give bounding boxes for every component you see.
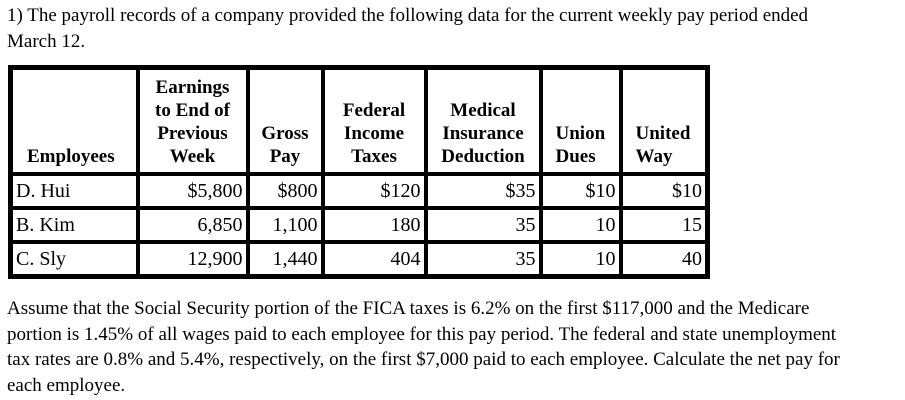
header-line: Dues xyxy=(555,146,596,167)
header-earnings-to-end-of-previous-week: Earnings to End of Previous Week xyxy=(135,65,250,176)
header-line: Income xyxy=(343,123,405,144)
gross-pay-cell: 1,100 xyxy=(245,206,325,244)
federal-income-taxes-cell: 180 xyxy=(320,206,428,244)
header-line: Earnings xyxy=(155,77,230,98)
earnings-cell: 6,850 xyxy=(135,206,250,244)
header-line: Employees xyxy=(27,146,115,167)
header-line: Taxes xyxy=(351,146,397,167)
header-medical-insurance-deduction: Medical Insurance Deduction xyxy=(423,65,543,176)
text-line: Assume that the Social Security portion … xyxy=(7,298,810,319)
header-row: Employees Earnings to End of Previous We… xyxy=(8,65,710,176)
problem-statement: 1) The payroll records of a company prov… xyxy=(7,3,808,54)
medical-insurance-cell: $35 xyxy=(423,172,543,210)
header-line: Union xyxy=(555,123,606,144)
header-line: Previous xyxy=(157,123,228,144)
gross-pay-cell: 1,440 xyxy=(245,240,325,279)
header-union-dues: Union Dues xyxy=(538,65,623,176)
union-dues-cell: $10 xyxy=(538,172,623,210)
header-gross-pay: Gross Pay xyxy=(245,65,325,176)
header-united-way: United Way xyxy=(618,65,710,176)
text-line: March 12. xyxy=(7,30,86,52)
text-line: 1) The payroll records of a company prov… xyxy=(7,5,809,26)
united-way-cell: 40 xyxy=(618,240,710,279)
employee-name-cell: C. Sly xyxy=(8,240,140,279)
header-line: Federal xyxy=(342,100,406,121)
header-line: Week xyxy=(169,146,216,167)
federal-income-taxes-cell: 404 xyxy=(320,240,428,279)
table-row: C. Sly 12,900 1,440 404 35 10 40 xyxy=(8,240,710,279)
payroll-table: Employees Earnings to End of Previous We… xyxy=(8,65,710,279)
medical-insurance-cell: 35 xyxy=(423,240,543,279)
employee-name-cell: B. Kim xyxy=(8,206,140,244)
text-line: tax rates are 0.8% and 5.4%, respectivel… xyxy=(7,349,840,370)
union-dues-cell: 10 xyxy=(538,206,623,244)
earnings-cell: 12,900 xyxy=(135,240,250,279)
header-line: Medical xyxy=(450,100,516,121)
earnings-cell: $5,800 xyxy=(135,172,250,210)
header-line: Way xyxy=(635,146,673,167)
medical-insurance-cell: 35 xyxy=(423,206,543,244)
employee-name-cell: D. Hui xyxy=(8,172,140,210)
header-line: Pay xyxy=(269,146,301,167)
header-employees: Employees xyxy=(8,65,140,176)
assumptions-paragraph: Assume that the Social Security portion … xyxy=(7,296,840,398)
united-way-cell: 15 xyxy=(618,206,710,244)
header-line: Insurance xyxy=(442,123,524,144)
table-row: D. Hui $5,800 $800 $120 $35 $10 $10 xyxy=(8,172,710,210)
header-line: Deduction xyxy=(441,146,525,167)
united-way-cell: $10 xyxy=(618,172,710,210)
gross-pay-cell: $800 xyxy=(245,172,325,210)
table-row: B. Kim 6,850 1,100 180 35 10 15 xyxy=(8,206,710,244)
header-federal-income-taxes: Federal Income Taxes xyxy=(320,65,428,176)
federal-income-taxes-cell: $120 xyxy=(320,172,428,210)
text-line: each employee. xyxy=(7,374,126,396)
header-line: Gross xyxy=(261,123,309,144)
text-line: portion is 1.45% of all wages paid to ea… xyxy=(7,323,837,345)
union-dues-cell: 10 xyxy=(538,240,623,279)
header-line: United xyxy=(635,123,691,144)
header-line: to End of xyxy=(155,100,230,121)
